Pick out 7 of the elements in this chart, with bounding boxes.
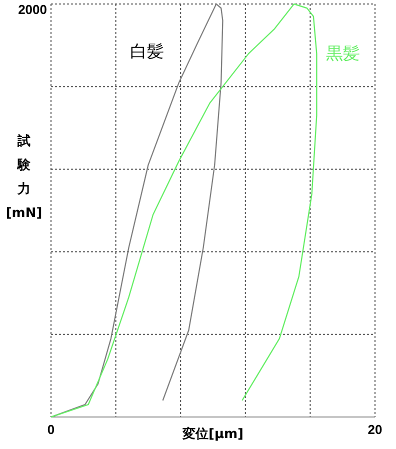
text: 2000 xyxy=(18,2,47,17)
y-axis-title: 試験力[mN] xyxy=(4,133,44,223)
x-tick-label: 0 xyxy=(47,422,55,438)
x-tick-label: 20 xyxy=(368,422,382,438)
series-label: 白髪 xyxy=(130,41,164,63)
x-axis-title: 変位[μm] xyxy=(182,427,244,442)
series-label: 黒髪 xyxy=(326,43,360,65)
